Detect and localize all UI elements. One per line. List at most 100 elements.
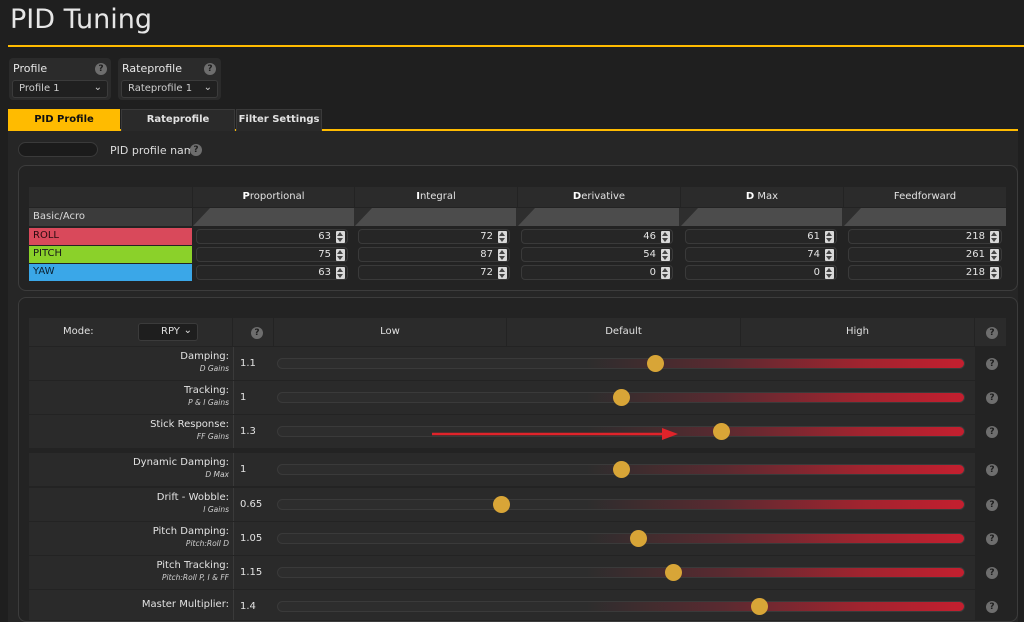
- profile-label: Profile: [13, 62, 48, 75]
- spinner-arrows-icon[interactable]: [498, 249, 507, 261]
- column-divider: [233, 590, 234, 620]
- slider-sublabel: Pitch:Roll P, I & FF: [161, 573, 229, 582]
- column-header-integral: Integral: [355, 187, 517, 207]
- pid-input[interactable]: 218: [848, 229, 1002, 244]
- spinner-arrows-icon[interactable]: [498, 267, 507, 279]
- rateprofile-selector: Rateprofile ? Rateprofile 1 ⌄: [118, 58, 221, 100]
- help-icon[interactable]: ?: [986, 533, 998, 545]
- slider-track[interactable]: [277, 533, 965, 544]
- help-icon[interactable]: ?: [986, 426, 998, 438]
- profile-select[interactable]: Profile 1 ⌄: [12, 80, 108, 98]
- help-icon[interactable]: ?: [986, 327, 998, 339]
- column-divider: [233, 381, 234, 414]
- slider-label-group: Damping: D Gains: [29, 347, 229, 380]
- pid-input-value: 54: [643, 249, 656, 260]
- spinner-arrows-icon[interactable]: [825, 267, 834, 279]
- pid-input[interactable]: 63: [196, 265, 348, 280]
- slider-track[interactable]: [277, 499, 965, 510]
- slider-handle[interactable]: [613, 461, 630, 478]
- slider-value: 1.1: [240, 358, 256, 369]
- pid-input[interactable]: 72: [358, 229, 510, 244]
- slider-track[interactable]: [277, 601, 965, 612]
- slider-label-group: Dynamic Damping: D Max: [29, 453, 229, 486]
- slider-track[interactable]: [277, 567, 965, 578]
- help-icon[interactable]: ?: [95, 63, 107, 75]
- spinner-arrows-icon[interactable]: [825, 249, 834, 261]
- pid-input[interactable]: 61: [685, 229, 837, 244]
- header-high: High: [741, 318, 974, 346]
- spinner-arrows-icon[interactable]: [825, 231, 834, 243]
- slider-handle[interactable]: [664, 564, 682, 581]
- pid-input[interactable]: 46: [521, 229, 673, 244]
- column-header-proportional: Proportional: [193, 187, 354, 207]
- tab-pid-profile-settings[interactable]: PID Profile Settings: [8, 109, 120, 145]
- help-icon[interactable]: ?: [986, 358, 998, 370]
- spinner-arrows-icon[interactable]: [498, 231, 507, 243]
- tab-filter-settings[interactable]: Filter Settings: [236, 109, 322, 131]
- spinner-arrows-icon[interactable]: [990, 249, 999, 261]
- slider-label: Pitch Damping:: [152, 526, 229, 537]
- mode-select-value: RPY: [161, 326, 180, 337]
- slider-handle[interactable]: [750, 598, 768, 615]
- pid-input[interactable]: 0: [685, 265, 837, 280]
- help-icon[interactable]: ?: [986, 601, 998, 613]
- rateprofile-select-value: Rateprofile 1: [128, 83, 193, 94]
- spinner-arrows-icon[interactable]: [661, 249, 670, 261]
- header-low: Low: [274, 318, 506, 346]
- slider-track[interactable]: [277, 358, 965, 369]
- slider-value: 1.15: [240, 567, 263, 578]
- mode-label: Mode:: [63, 326, 94, 337]
- slider-label: Pitch Tracking:: [156, 560, 229, 571]
- help-icon[interactable]: ?: [986, 464, 998, 476]
- profile-selector: Profile ? Profile 1 ⌄: [9, 58, 111, 100]
- pid-input[interactable]: 75: [196, 247, 348, 262]
- pid-input-value: 87: [480, 249, 493, 260]
- help-icon[interactable]: ?: [986, 392, 998, 404]
- help-icon[interactable]: ?: [190, 144, 202, 156]
- axis-label-yaw: YAW: [29, 264, 192, 281]
- spinner-arrows-icon[interactable]: [661, 267, 670, 279]
- slider-handle[interactable]: [647, 355, 665, 372]
- pid-input[interactable]: 63: [196, 229, 348, 244]
- pid-input[interactable]: 218: [848, 265, 1002, 280]
- profile-select-value: Profile 1: [19, 83, 60, 94]
- slider-handle[interactable]: [712, 423, 730, 440]
- pid-profile-name-label: PID profile name: [110, 144, 202, 157]
- spinner-arrows-icon[interactable]: [990, 267, 999, 279]
- slider-label-group: Stick Response: FF Gains: [29, 415, 229, 448]
- help-icon[interactable]: ?: [204, 63, 216, 75]
- pid-input[interactable]: 74: [685, 247, 837, 262]
- axis-label-pitch: PITCH: [29, 246, 192, 263]
- pid-input-value: 75: [318, 249, 331, 260]
- slider-handle[interactable]: [492, 496, 510, 513]
- tab-rateprofile-settings[interactable]: Rateprofile Settings: [121, 109, 235, 145]
- pid-input[interactable]: 87: [358, 247, 510, 262]
- rateprofile-select[interactable]: Rateprofile 1 ⌄: [121, 80, 218, 98]
- slider-sublabel: D Gains: [199, 364, 229, 373]
- header-default: Default: [507, 318, 740, 346]
- pid-input-value: 63: [318, 231, 331, 242]
- pid-input[interactable]: 261: [848, 247, 1002, 262]
- help-icon[interactable]: ?: [251, 327, 263, 339]
- spinner-arrows-icon[interactable]: [336, 267, 345, 279]
- mode-select[interactable]: RPY ⌄: [138, 323, 198, 341]
- pid-input[interactable]: 0: [521, 265, 673, 280]
- pid-profile-name-input[interactable]: [18, 142, 98, 157]
- pid-input[interactable]: 54: [521, 247, 673, 262]
- spinner-arrows-icon[interactable]: [336, 249, 345, 261]
- help-icon[interactable]: ?: [986, 499, 998, 511]
- slider-value: 0.65: [240, 499, 263, 510]
- rateprofile-label: Rateprofile: [122, 62, 182, 75]
- pid-input-value: 0: [813, 267, 820, 278]
- slider-track[interactable]: [277, 426, 965, 437]
- slider-value: 1.05: [240, 533, 263, 544]
- column-divider: [233, 522, 234, 555]
- slider-handle[interactable]: [630, 530, 648, 547]
- help-icon[interactable]: ?: [986, 567, 998, 579]
- spinner-arrows-icon[interactable]: [990, 231, 999, 243]
- spinner-arrows-icon[interactable]: [661, 231, 670, 243]
- slider-handle[interactable]: [613, 389, 630, 406]
- slider-value: 1: [240, 464, 247, 475]
- spinner-arrows-icon[interactable]: [336, 231, 345, 243]
- pid-input[interactable]: 72: [358, 265, 510, 280]
